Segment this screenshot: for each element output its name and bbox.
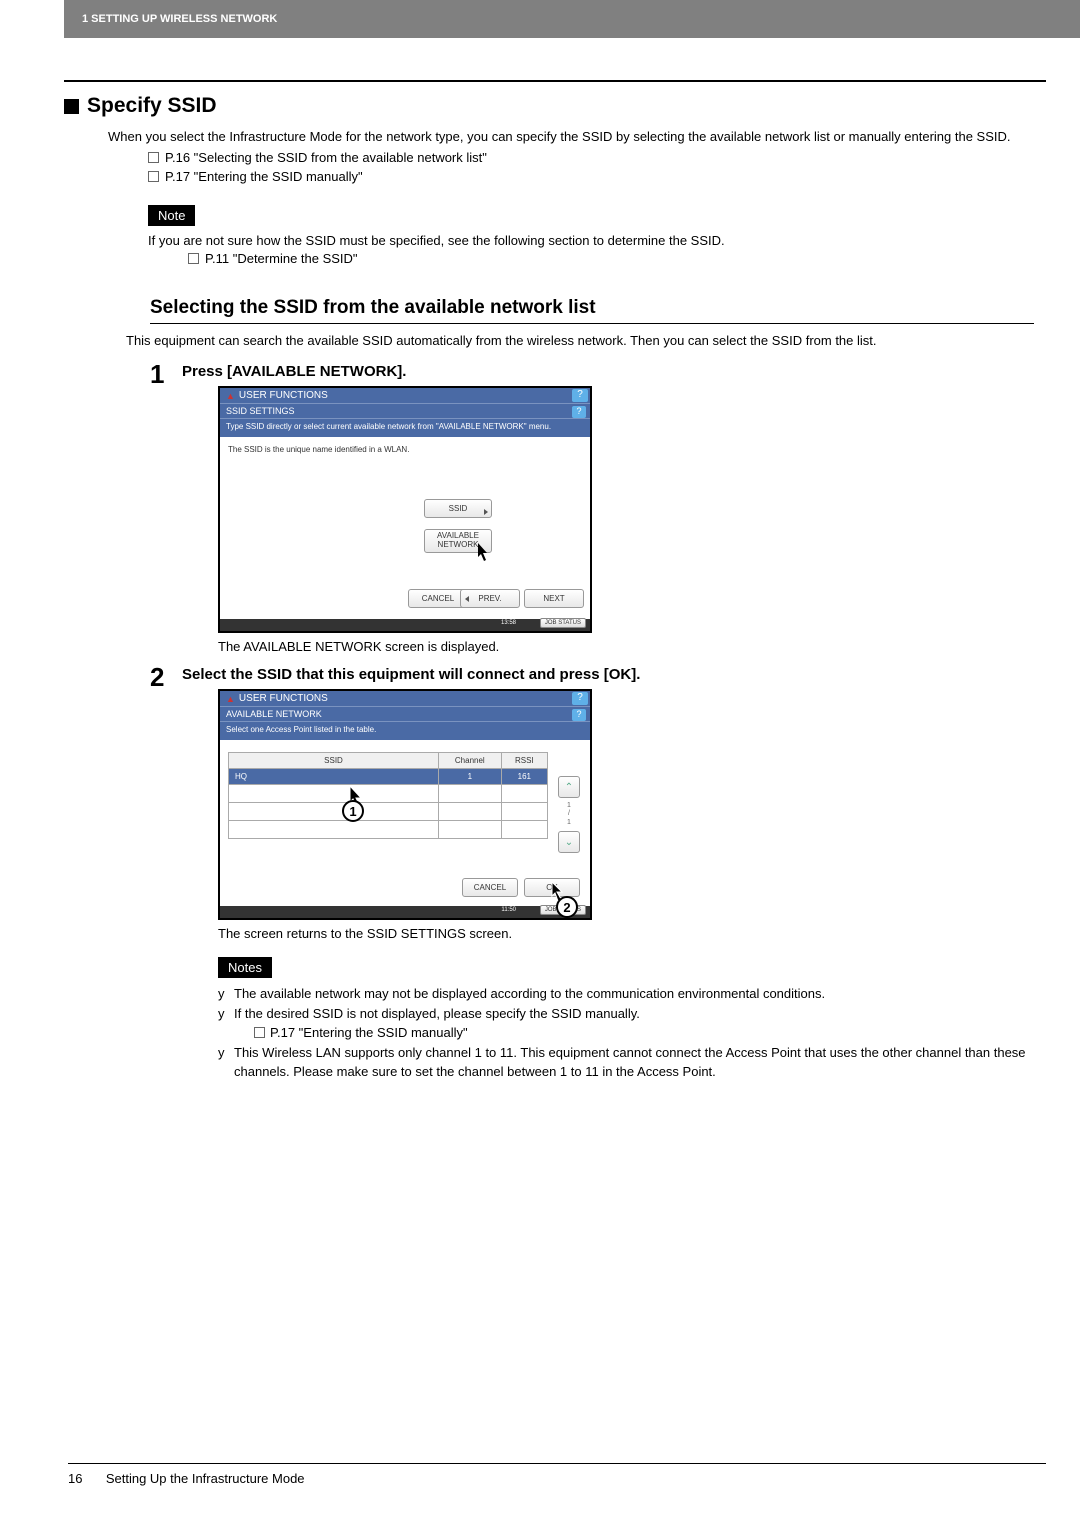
- footer-rule: [68, 1463, 1046, 1464]
- callout-2: 2: [556, 896, 578, 918]
- screen-subtitle: AVAILABLE NETWORK: [226, 709, 322, 719]
- screen-titlebar: ▲ USER FUNCTIONS ?: [220, 388, 590, 403]
- status-time: 13:58: [501, 620, 516, 626]
- screen-titlebar: ▲ USER FUNCTIONS ?: [220, 691, 590, 706]
- screen-subtitle: SSID SETTINGS: [226, 406, 295, 416]
- cancel-button[interactable]: CANCEL: [408, 589, 468, 608]
- page-ref-icon: [254, 1027, 265, 1038]
- chapter-title: 1 SETTING UP WIRELESS NETWORK: [82, 13, 277, 25]
- chapter-header: 1 SETTING UP WIRELESS NETWORK: [64, 0, 1080, 38]
- screen-body: SSID Channel RSSI HQ 1 161: [220, 740, 590, 876]
- screen-statusbar: 11:50 JOB STATUS 2: [220, 906, 590, 918]
- screenshot-available-network: ▲ USER FUNCTIONS ? AVAILABLE NETWORK ? S…: [218, 689, 592, 920]
- footer-title: Setting Up the Infrastructure Mode: [106, 1471, 305, 1486]
- note-sub-text: P.11 "Determine the SSID": [205, 251, 358, 266]
- step-1-title: Press [AVAILABLE NETWORK].: [182, 361, 1046, 380]
- table-row-selected[interactable]: HQ 1 161: [229, 769, 548, 785]
- scroll-down-button[interactable]: ⌄: [558, 831, 580, 853]
- job-status-button[interactable]: JOB STATUS: [540, 618, 586, 628]
- warning-icon: ▲: [226, 391, 235, 401]
- screen-message: The SSID is the unique name identified i…: [228, 445, 418, 455]
- screen-title: USER FUNCTIONS: [239, 390, 328, 401]
- screenshot-ssid-settings: ▲ USER FUNCTIONS ? SSID SETTINGS ? Type …: [218, 386, 592, 633]
- step-1: 1 Press [AVAILABLE NETWORK]. ▲ USER FUNC…: [150, 361, 1046, 654]
- cell-channel: 1: [439, 769, 502, 785]
- screen-hint: Type SSID directly or select current ava…: [220, 418, 590, 437]
- step-number-1: 1: [150, 361, 182, 654]
- help-icon[interactable]: ?: [572, 709, 586, 721]
- page-ref-icon: [148, 171, 159, 182]
- page-number: 16: [68, 1471, 82, 1486]
- screen-title: USER FUNCTIONS: [239, 693, 328, 704]
- cell-ssid: HQ: [229, 769, 439, 785]
- step-2-caption: The screen returns to the SSID SETTINGS …: [218, 926, 1046, 941]
- screen-subtitle-bar: AVAILABLE NETWORK ?: [220, 706, 590, 721]
- screen-statusbar: 13:58 JOB STATUS: [220, 619, 590, 631]
- note-item-3: yThis Wireless LAN supports only channel…: [218, 1043, 1046, 1082]
- note-1-text: The available network may not be display…: [234, 984, 1046, 1004]
- subsection-intro: This equipment can search the available …: [126, 332, 1046, 351]
- page-footer: 16 Setting Up the Infrastructure Mode: [68, 1463, 1046, 1488]
- note-chip: Note: [148, 205, 195, 226]
- scroll-up-button[interactable]: ⌃: [558, 776, 580, 798]
- table-row: [229, 821, 548, 839]
- note-item-1: yThe available network may not be displa…: [218, 984, 1046, 1004]
- scroll-page-indicator: 1 / 1: [558, 798, 580, 831]
- screen-hint: Select one Access Point listed in the ta…: [220, 721, 590, 740]
- prev-button[interactable]: PREV.: [460, 589, 520, 608]
- help-icon[interactable]: ?: [572, 692, 588, 705]
- step-1-caption: The AVAILABLE NETWORK screen is displaye…: [218, 639, 1046, 654]
- help-icon[interactable]: ?: [572, 406, 586, 418]
- screen-footer: CANCEL PREV. NEXT: [220, 585, 590, 619]
- screen-body: The SSID is the unique name identified i…: [220, 437, 590, 585]
- available-network-label: AVAILABLE NETWORK: [437, 531, 479, 549]
- col-ssid: SSID: [229, 753, 439, 769]
- xref-1: P.16 "Selecting the SSID from the availa…: [165, 150, 487, 165]
- section-title: Specify SSID: [64, 94, 1046, 118]
- notes-chip: Notes: [218, 957, 272, 978]
- step-2: 2 Select the SSID that this equipment wi…: [150, 664, 1046, 1082]
- ssid-button[interactable]: SSID: [424, 499, 492, 518]
- cell-rssi: 161: [501, 769, 547, 785]
- col-rssi: RSSI: [501, 753, 547, 769]
- xref-line-2: P.17 "Entering the SSID manually": [148, 168, 1046, 187]
- available-network-button[interactable]: AVAILABLE NETWORK: [424, 529, 492, 553]
- section-intro: When you select the Infrastructure Mode …: [108, 128, 1046, 147]
- note-body: If you are not sure how the SSID must be…: [148, 232, 1046, 251]
- scroll-controls: ⌃ 1 / 1 ⌄: [558, 776, 580, 853]
- note-2-text: If the desired SSID is not displayed, pl…: [234, 1004, 1046, 1024]
- note-xref: P.11 "Determine the SSID": [188, 250, 1046, 269]
- status-time: 11:50: [501, 907, 516, 913]
- footer-text: [87, 1471, 101, 1486]
- notes-list: yThe available network may not be displa…: [218, 984, 1046, 1082]
- note-2-sub-text: P.17 "Entering the SSID manually": [270, 1023, 1046, 1043]
- page-ref-icon: [148, 152, 159, 163]
- table-header-row: SSID Channel RSSI: [229, 753, 548, 769]
- network-table: SSID Channel RSSI HQ 1 161: [228, 752, 548, 839]
- square-bullet-icon: [64, 99, 79, 114]
- col-channel: Channel: [439, 753, 502, 769]
- table-row: [229, 785, 548, 803]
- screen-footer: CANCEL OK: [220, 876, 590, 906]
- step-2-title: Select the SSID that this equipment will…: [182, 664, 1046, 683]
- warning-icon: ▲: [226, 694, 235, 704]
- note-item-2: yIf the desired SSID is not displayed, p…: [218, 1004, 1046, 1024]
- xref-2: P.17 "Entering the SSID manually": [165, 169, 363, 184]
- callout-1: 1: [342, 800, 364, 822]
- note-2-xref: P.17 "Entering the SSID manually": [254, 1023, 1046, 1043]
- screen-subtitle-bar: SSID SETTINGS ?: [220, 403, 590, 418]
- subsection-title: Selecting the SSID from the available ne…: [150, 297, 1034, 324]
- section-rule: [64, 80, 1046, 82]
- next-button[interactable]: NEXT: [524, 589, 584, 608]
- section-title-text: Specify SSID: [87, 94, 217, 118]
- step-number-2: 2: [150, 664, 182, 1082]
- table-row: [229, 803, 548, 821]
- cancel-button[interactable]: CANCEL: [462, 878, 518, 897]
- page-ref-icon: [188, 253, 199, 264]
- help-icon[interactable]: ?: [572, 389, 588, 402]
- note-3-text: This Wireless LAN supports only channel …: [234, 1043, 1046, 1082]
- xref-line-1: P.16 "Selecting the SSID from the availa…: [148, 149, 1046, 168]
